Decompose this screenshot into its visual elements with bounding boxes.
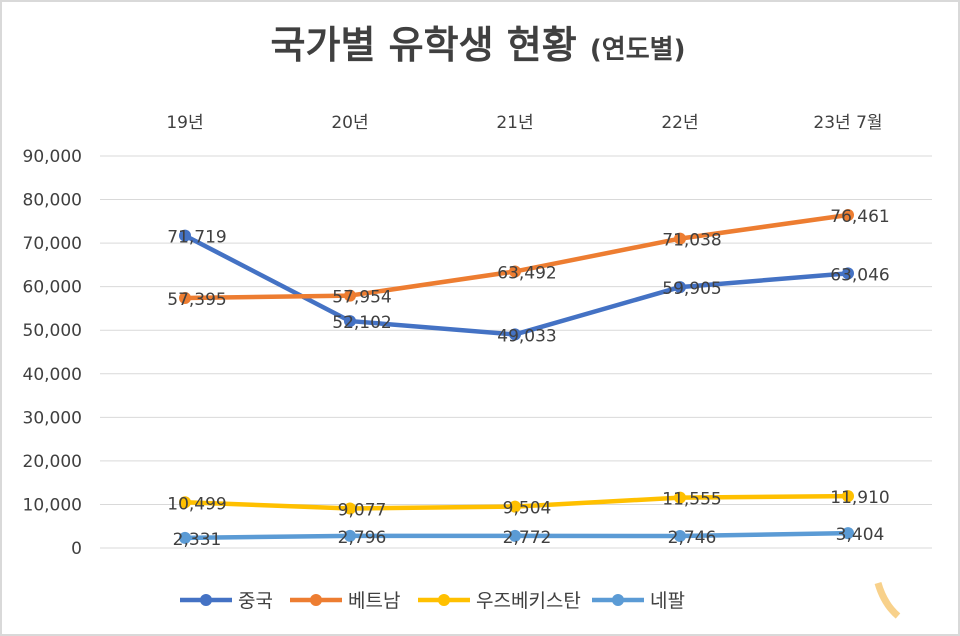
y-tick-label: 20,000	[23, 452, 82, 472]
data-label: 9,077	[338, 500, 387, 520]
legend-label: 베트남	[348, 590, 400, 612]
data-label: 52,102	[332, 313, 391, 333]
legend-label: 네팔	[650, 590, 685, 612]
series-line-중국	[183, 233, 849, 337]
data-point	[842, 490, 854, 503]
data-point	[179, 496, 191, 509]
legend-label: 우즈베키스탄	[476, 590, 581, 612]
y-tick-label: 30,000	[23, 408, 82, 428]
data-point	[179, 292, 191, 305]
data-point	[509, 328, 521, 341]
data-point	[344, 529, 356, 542]
data-label: 57,395	[167, 290, 226, 310]
data-point	[842, 267, 854, 280]
legend-marker	[200, 594, 212, 606]
y-tick-label: 90,000	[23, 147, 82, 167]
data-label: 71,038	[662, 231, 721, 251]
data-label: 76,461	[830, 207, 889, 227]
legend-marker	[310, 594, 322, 606]
legend-marker	[612, 594, 624, 606]
data-label: 11,910	[830, 488, 889, 508]
data-label: 10,499	[167, 494, 226, 514]
y-tick-label: 0	[71, 539, 82, 559]
y-tick-label: 70,000	[23, 234, 82, 254]
x-tick-label: 23년 7월	[813, 113, 882, 133]
data-label: 2,331	[173, 530, 222, 550]
data-label: 2,796	[338, 528, 387, 548]
x-tick-label: 19년	[166, 113, 203, 133]
y-tick-label: 80,000	[23, 191, 82, 211]
data-point	[509, 265, 521, 278]
y-tick-label: 10,000	[23, 495, 82, 515]
data-label: 57,954	[332, 288, 391, 308]
data-point	[674, 281, 686, 294]
y-tick-label: 40,000	[23, 365, 82, 385]
y-tick-label: 50,000	[23, 321, 82, 341]
data-point	[674, 530, 686, 543]
data-label: 9,504	[503, 499, 552, 519]
x-tick-label: 21년	[496, 113, 533, 133]
data-label: 63,492	[497, 263, 556, 283]
data-label: 71,719	[167, 228, 226, 248]
data-point	[842, 527, 854, 540]
y-tick-label: 60,000	[23, 278, 82, 298]
chart-title: 국가별 유학생 현황 (연도별)	[271, 23, 686, 67]
x-tick-label: 22년	[661, 113, 698, 133]
data-point	[344, 315, 356, 328]
data-label: 63,046	[830, 265, 889, 285]
data-point	[344, 289, 356, 302]
data-point	[509, 500, 521, 513]
data-point	[344, 502, 356, 515]
data-point	[842, 208, 854, 221]
data-label: 49,033	[497, 326, 556, 346]
data-label: 59,905	[662, 279, 721, 299]
data-point	[674, 491, 686, 504]
data-label: 11,555	[662, 490, 721, 510]
data-label: 2,746	[668, 528, 717, 548]
data-label: 3,404	[836, 525, 885, 545]
data-point	[179, 531, 191, 544]
data-point	[674, 232, 686, 245]
data-point	[509, 529, 521, 542]
legend-label: 중국	[238, 590, 273, 612]
x-tick-label: 20년	[331, 113, 368, 133]
data-label: 2,772	[503, 528, 552, 548]
decorative-arc-icon	[874, 581, 901, 619]
legend-marker	[438, 594, 450, 606]
data-point	[179, 229, 191, 242]
